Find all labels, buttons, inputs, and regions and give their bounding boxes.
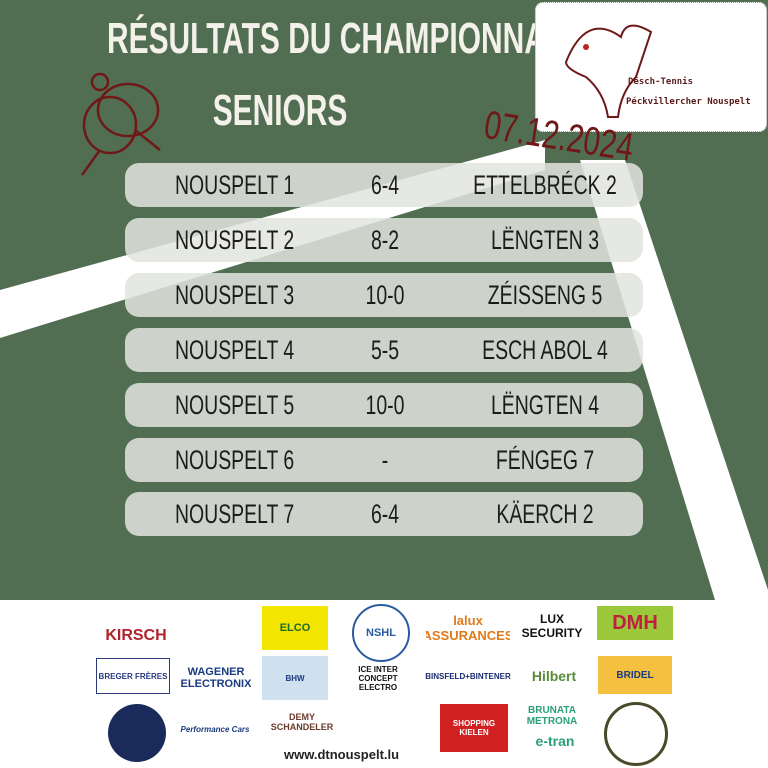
result-row: NOUSPELT 7 6-4 KÄERCH 2 (125, 492, 643, 536)
sponsor-logo: LUX SECURITY (521, 612, 583, 640)
home-team: NOUSPELT 6 (175, 445, 295, 475)
score: - (381, 445, 389, 475)
result-row: NOUSPELT 6 - FÉNGEG 7 (125, 438, 643, 482)
home-team: NOUSPELT 2 (175, 225, 295, 255)
score: 5-5 (370, 335, 400, 365)
sponsor-logo: BRUNATA METRONA (526, 705, 578, 727)
score: 10-0 (365, 280, 405, 310)
sponsor-logo: BINSFELD+BINTENER (425, 671, 511, 681)
sponsor-logo: Hilbert (531, 668, 577, 684)
logo-text: Dësch-Tennis (628, 77, 694, 87)
home-team: NOUSPELT 7 (175, 499, 295, 529)
score: 6-4 (370, 499, 400, 529)
sponsor-logo: BRIDEL (598, 656, 672, 694)
result-row: NOUSPELT 1 6-4 ETTELBRÉCK 2 (125, 163, 643, 207)
away-team: LËNGTEN 4 (490, 390, 600, 420)
sponsor-logo: NSHL (352, 604, 410, 662)
home-team: NOUSPELT 1 (175, 170, 295, 200)
result-row: NOUSPELT 3 10-0 ZÉISSENG 5 (125, 273, 643, 317)
sponsor-logo: lalux ASSURANCES (426, 613, 510, 643)
sponsor-logo: BHW (262, 656, 328, 700)
sponsor-logo: DEMY SCHANDELER (270, 712, 334, 732)
sponsor-logo: ICE INTER CONCEPT ELECTRO (358, 664, 398, 692)
sponsor-seal-logo (108, 704, 166, 762)
sponsor-seal-logo (604, 702, 668, 766)
away-team: FÉNGEG 7 (495, 445, 595, 475)
ping-pong-paddles-icon (80, 72, 161, 176)
logo-text: Péckvillercher Nouspelt (626, 97, 751, 107)
away-team: KÄERCH 2 (496, 499, 594, 529)
sponsor-logo: e-tran (535, 733, 575, 749)
away-team: ZÉISSENG 5 (487, 280, 603, 310)
sponsor-logo: BREGER FRÈRES (96, 658, 170, 694)
result-row: NOUSPELT 2 8-2 LËNGTEN 3 (125, 218, 643, 262)
away-team: LËNGTEN 3 (490, 225, 600, 255)
sponsor-logo: DMH (597, 606, 673, 640)
club-logo: Dësch-Tennis Péckvillercher Nouspelt (535, 2, 767, 132)
bird-logo-icon (564, 24, 653, 118)
score: 8-2 (370, 225, 400, 255)
score: 6-4 (370, 170, 400, 200)
page-subtitle: SENIORS (212, 86, 348, 135)
result-row: NOUSPELT 5 10-0 LËNGTEN 4 (125, 383, 643, 427)
sponsor-logo: WAGENER ELECTRONIX (180, 666, 252, 690)
away-team: ETTELBRÉCK 2 (473, 170, 617, 200)
sponsor-logo: SHOPPING KIELEN (440, 704, 508, 752)
sponsor-logo: Performance Cars (180, 724, 250, 734)
result-row: NOUSPELT 4 5-5 ESCH ABOL 4 (125, 328, 643, 372)
away-team: ESCH ABOL 4 (482, 335, 608, 365)
sponsor-logo: KIRSCH (105, 627, 167, 644)
home-team: NOUSPELT 3 (175, 280, 295, 310)
score: 10-0 (365, 390, 405, 420)
sponsor-logo: ELCO (262, 606, 328, 650)
home-team: NOUSPELT 5 (175, 390, 295, 420)
website-link[interactable]: www.dtnouspelt.lu (284, 747, 400, 762)
page-title: RÉSULTATS DU CHAMPIONNAT (107, 14, 562, 63)
home-team: NOUSPELT 4 (175, 335, 295, 365)
court-line-right (580, 160, 768, 600)
sponsor-logos: KIRSCH ELCO NSHL lalux ASSURANCES LUX SE… (0, 596, 768, 768)
